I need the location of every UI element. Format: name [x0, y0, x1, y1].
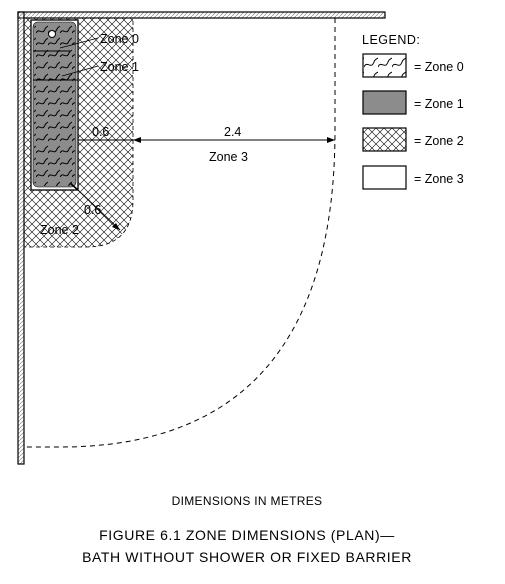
dim-label-main-span: 2.4	[224, 125, 241, 139]
label-zone2: Zone 2	[40, 223, 79, 237]
label-zone0: Zone 0	[100, 32, 139, 46]
dim-label-bottom-width: 0.6	[84, 203, 101, 217]
zone0-area	[34, 23, 75, 186]
left-wall	[17, 11, 25, 465]
leader-zone1	[61, 65, 99, 77]
legend-swatch-zone1	[362, 90, 407, 115]
legend-swatch-zone0	[362, 53, 407, 78]
dimension-lines	[33, 37, 335, 231]
dim-arrow-bottom	[112, 223, 120, 230]
zone3-boundary-line	[24, 18, 336, 448]
bath-zone1	[30, 19, 79, 191]
bath-drain-icon	[48, 30, 56, 38]
leader-zone0	[59, 37, 99, 49]
legend-label-zone3: = Zone 3	[414, 172, 464, 186]
dim-line-bottom-0-6	[77, 189, 121, 231]
dim-arrow-right	[327, 137, 335, 143]
dimensions-note: DIMENSIONS IN METRES	[172, 494, 323, 508]
legend-label-zone1: = Zone 1	[414, 97, 464, 111]
label-zone3: Zone 3	[209, 150, 248, 164]
bath-bottom-edge	[69, 182, 79, 191]
top-wall	[17, 11, 386, 19]
legend-label-zone0: = Zone 0	[414, 60, 464, 74]
legend: LEGEND: = Zone 0 = Zone 1 = Zone 2 = Zon…	[362, 33, 464, 190]
legend-swatch-zone2	[362, 127, 407, 152]
legend-title: LEGEND:	[362, 33, 420, 47]
figure-caption-line1: FIGURE 6.1 ZONE DIMENSIONS (PLAN)—	[99, 527, 395, 543]
legend-label-zone2: = Zone 2	[414, 134, 464, 148]
dim-label-left-width: 0.6	[92, 125, 109, 139]
legend-swatch-zone3	[362, 165, 407, 190]
label-zone1: Zone 1	[100, 60, 139, 74]
dim-arrow-left	[133, 137, 141, 143]
figure-caption-line2: BATH WITHOUT SHOWER OR FIXED BARRIER	[82, 549, 412, 565]
zone3-boundary	[24, 18, 336, 448]
